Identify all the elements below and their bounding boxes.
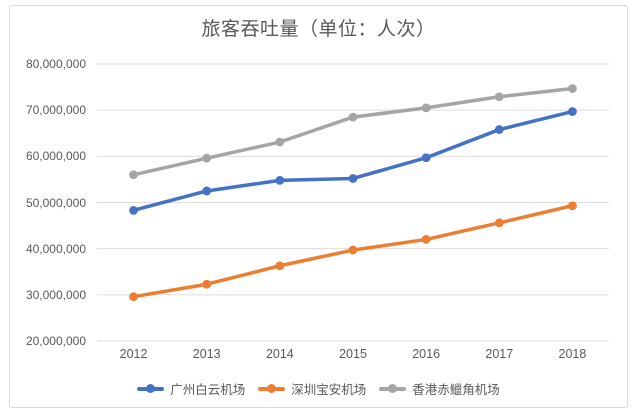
data-point-marker <box>275 261 285 271</box>
y-axis-tick-label: 40,000,000 <box>25 241 86 256</box>
legend-label: 广州白云机场 <box>170 383 246 397</box>
y-axis-tick-label: 50,000,000 <box>25 195 86 210</box>
legend-line-dot-marker <box>379 384 407 394</box>
data-point-marker <box>348 245 358 255</box>
data-point-marker <box>568 107 577 116</box>
plot-area <box>97 63 609 342</box>
legend-line-dot-marker <box>137 384 165 394</box>
y-axis-tick-label: 60,000,000 <box>25 149 86 164</box>
y-axis-tick-label: 80,000,000 <box>25 57 86 71</box>
series-line <box>131 86 575 177</box>
data-point-marker <box>568 201 577 211</box>
x-axis-tick-label: 2012 <box>119 347 148 361</box>
legend-item-hongkong-cheklapkok: 香港赤鱲角机场 <box>379 379 500 398</box>
data-point-marker <box>421 235 431 244</box>
x-axis-tick-label: 2018 <box>558 347 587 361</box>
data-point-marker <box>202 279 212 289</box>
data-point-marker <box>568 84 577 93</box>
x-axis-tick-label: 2014 <box>265 347 294 361</box>
legend-item-shenzhen-baoan: 深圳宝安机场 <box>258 379 366 398</box>
data-point-marker <box>129 292 138 302</box>
x-axis-tick-label: 2013 <box>192 347 221 361</box>
data-point-marker <box>421 153 431 163</box>
data-point-marker <box>202 153 212 163</box>
y-axis-tick-label: 30,000,000 <box>25 287 86 302</box>
x-axis-tick-label: 2015 <box>339 347 367 361</box>
legend-label: 深圳宝安机场 <box>291 383 367 397</box>
data-point-marker <box>421 103 431 113</box>
data-point-marker <box>129 170 138 180</box>
chart-title: 旅客吞吐量（单位：人次） <box>201 19 436 40</box>
data-point-marker <box>275 137 285 147</box>
data-point-marker <box>494 218 504 228</box>
data-point-marker <box>275 175 285 185</box>
legend-label: 香港赤鱲角机场 <box>412 383 500 397</box>
data-point-marker <box>494 92 504 102</box>
y-axis-tick-label: 20,000,000 <box>25 334 86 348</box>
x-axis-tick-label: 2017 <box>485 347 514 361</box>
data-point-marker <box>348 112 358 122</box>
y-axis-tick-label: 70,000,000 <box>25 103 86 118</box>
legend-item-guangzhou-baiyun: 广州白云机场 <box>137 379 245 398</box>
data-point-marker <box>494 125 504 134</box>
legend: 广州白云机场 深圳宝安机场 香港赤鱲角机场 <box>10 379 627 398</box>
data-point-marker <box>129 205 138 215</box>
data-point-marker <box>348 174 358 183</box>
chart-canvas: 旅客吞吐量（单位：人次） 80,000,000 70,000,000 60,000,… <box>9 5 628 408</box>
data-point-marker <box>202 186 212 196</box>
legend-line-dot-marker <box>258 384 286 394</box>
x-axis-tick-label: 2016 <box>412 347 441 361</box>
